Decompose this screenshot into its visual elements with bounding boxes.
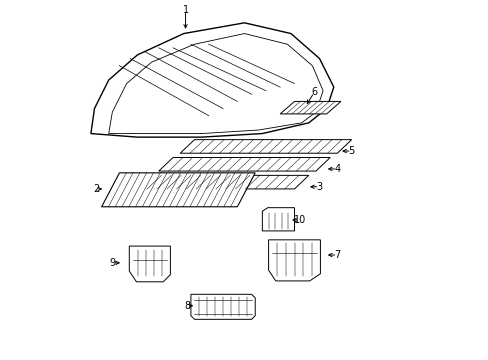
Polygon shape: [102, 173, 255, 207]
Polygon shape: [137, 175, 308, 189]
Text: 4: 4: [334, 164, 340, 174]
Text: 5: 5: [348, 146, 354, 156]
Text: 6: 6: [310, 87, 317, 98]
Text: 7: 7: [334, 250, 340, 260]
Polygon shape: [280, 102, 340, 114]
Polygon shape: [262, 208, 294, 231]
Polygon shape: [108, 33, 323, 134]
Polygon shape: [268, 240, 320, 281]
Text: 2: 2: [93, 184, 99, 194]
Text: 3: 3: [316, 182, 322, 192]
Polygon shape: [129, 246, 170, 282]
Text: 1: 1: [182, 5, 188, 15]
Polygon shape: [190, 294, 255, 319]
Polygon shape: [180, 140, 351, 153]
Text: 9: 9: [109, 258, 115, 268]
Polygon shape: [159, 157, 329, 171]
Text: 8: 8: [184, 301, 190, 311]
Text: 10: 10: [293, 215, 305, 225]
